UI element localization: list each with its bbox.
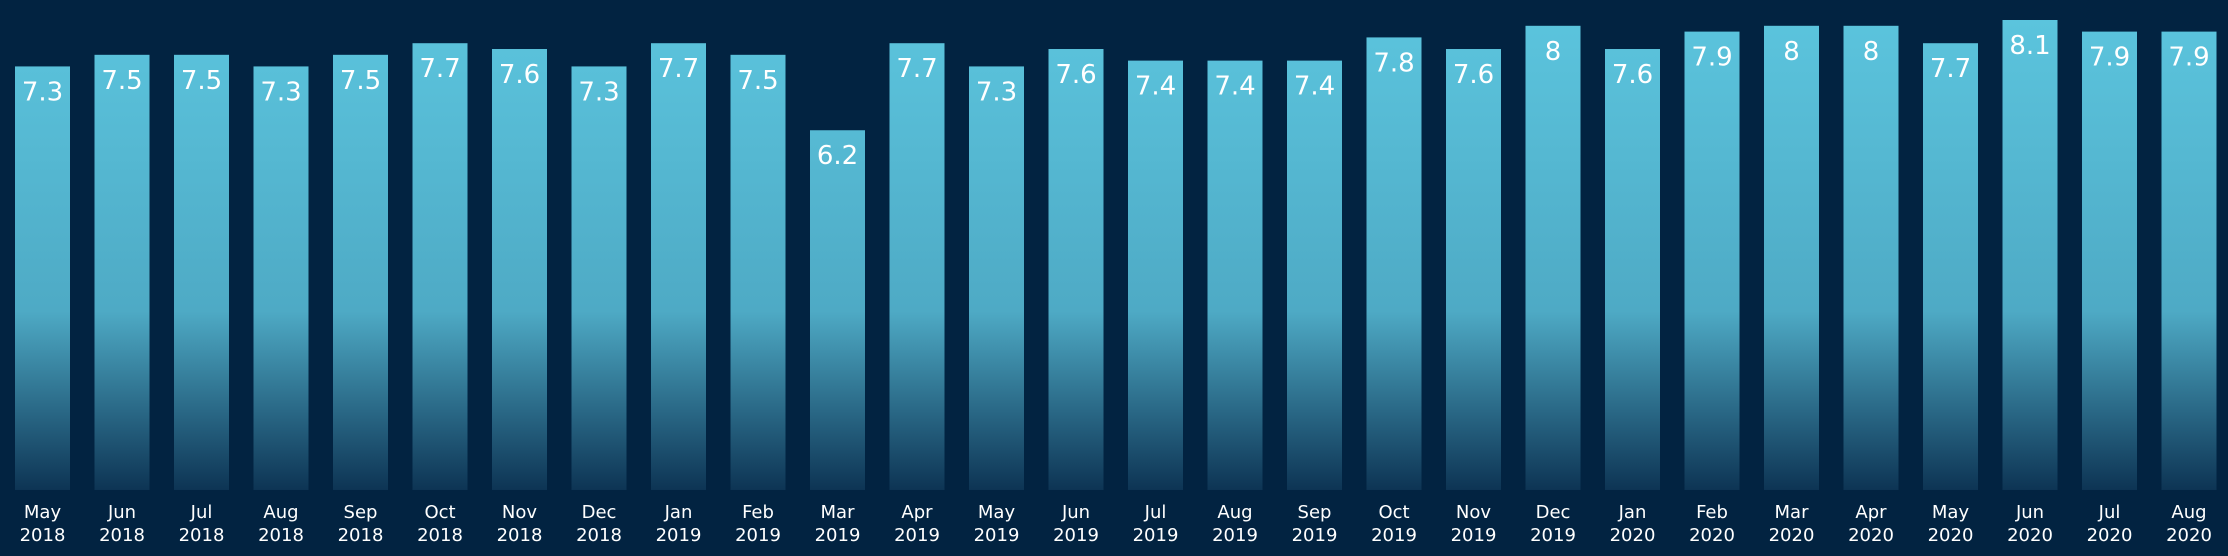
bar-value-label-23: 8 (1863, 37, 1880, 67)
bar-value-label-9: 7.5 (737, 66, 778, 96)
x-tick-label-21: Feb 2020 (1689, 502, 1735, 546)
bar-4 (333, 54, 388, 490)
bar-6 (492, 49, 547, 491)
bar-value-label-21: 7.9 (1691, 43, 1732, 73)
bar-12 (969, 66, 1024, 491)
x-tick-label-9: Feb 2019 (735, 502, 781, 546)
bar-9 (730, 54, 786, 490)
bar-1 (94, 54, 150, 490)
x-tick-label-12: May 2019 (974, 502, 1020, 546)
x-tick-label-1: Jun 2018 (99, 502, 145, 546)
bar-value-label-6: 7.6 (499, 60, 540, 90)
value-labels-group: 7.3 7.5 7.5 7.3 7.5 7.7 7.6 7.3 7.7 7.5 6.2 7.7 7.3 7… (22, 31, 2210, 171)
bar-value-label-2: 7.5 (181, 66, 222, 96)
x-tick-label-0: May 2018 (20, 502, 66, 546)
bar-19 (1525, 25, 1581, 491)
bar-2 (174, 54, 229, 490)
bar-value-label-19: 8 (1545, 37, 1562, 67)
bar-11 (889, 43, 945, 491)
x-tick-label-27: Aug 2020 (2166, 502, 2212, 546)
x-tick-label-18: Nov 2019 (1451, 502, 1497, 546)
bar-18 (1446, 49, 1501, 491)
bar-3 (253, 66, 309, 491)
bars-group (15, 20, 2217, 491)
bar-value-label-15: 7.4 (1214, 72, 1255, 102)
x-tick-label-11: Apr 2019 (894, 502, 940, 546)
bar-value-label-27: 7.9 (2168, 43, 2209, 73)
bar-value-label-24: 7.7 (1930, 54, 1971, 84)
bar-value-label-1: 7.5 (101, 66, 142, 96)
bar-21 (1684, 31, 1740, 490)
x-tick-label-5: Oct 2018 (417, 502, 463, 546)
x-tick-label-24: May 2020 (1928, 502, 1974, 546)
bar-7 (571, 66, 627, 491)
bar-value-label-26: 7.9 (2089, 43, 2130, 73)
bar-22 (1764, 25, 1819, 491)
bar-27 (2161, 31, 2217, 490)
bar-16 (1287, 60, 1342, 491)
x-tick-label-15: Aug 2019 (1212, 502, 1258, 546)
bar-value-label-4: 7.5 (340, 66, 381, 96)
bar-value-label-13: 7.6 (1055, 60, 1096, 90)
bar-value-label-0: 7.3 (22, 77, 63, 107)
bar-5 (412, 43, 468, 491)
bar-value-label-11: 7.7 (896, 54, 937, 84)
bar-24 (1923, 43, 1978, 491)
x-tick-label-7: Dec 2018 (576, 502, 622, 546)
bar-value-label-18: 7.6 (1453, 60, 1494, 90)
bar-17 (1366, 37, 1422, 490)
bar-value-label-20: 7.6 (1612, 60, 1653, 90)
bar-value-label-3: 7.3 (260, 77, 301, 107)
bar-23 (1843, 25, 1899, 491)
bar-14 (1128, 60, 1183, 491)
bar-value-label-7: 7.3 (578, 77, 619, 107)
bar-value-label-25: 8.1 (2009, 31, 2050, 61)
x-tick-label-16: Sep 2019 (1292, 502, 1338, 546)
bar-26 (2082, 31, 2137, 490)
bar-10 (810, 130, 865, 490)
x-tick-label-25: Jun 2020 (2007, 502, 2053, 546)
bar-value-label-14: 7.4 (1135, 72, 1176, 102)
bar-value-label-17: 7.8 (1373, 48, 1414, 78)
bar-value-label-5: 7.7 (419, 54, 460, 84)
x-tick-label-10: Mar 2019 (815, 502, 861, 546)
bar-8 (651, 43, 706, 491)
bar-0 (15, 66, 70, 491)
bar-15 (1207, 60, 1263, 491)
bar-value-label-22: 8 (1783, 37, 1800, 67)
x-tick-label-3: Aug 2018 (258, 502, 304, 546)
bar-value-label-16: 7.4 (1294, 72, 1335, 102)
x-tick-label-17: Oct 2019 (1371, 502, 1417, 546)
bar-value-label-12: 7.3 (976, 77, 1017, 107)
x-tick-label-14: Jul 2019 (1133, 502, 1179, 546)
x-tick-label-8: Jan 2019 (656, 502, 702, 546)
x-tick-label-23: Apr 2020 (1848, 502, 1894, 546)
bar-25 (2002, 20, 2058, 490)
x-tick-label-22: Mar 2020 (1769, 502, 1815, 546)
x-tick-label-6: Nov 2018 (497, 502, 543, 546)
x-tick-label-2: Jul 2018 (179, 502, 225, 546)
bar-13 (1048, 49, 1104, 491)
x-axis-tick-labels: May 2018 Jun 2018 Jul 2018 Aug 2018 Sep 2018 Oct 20… (20, 502, 2212, 546)
x-tick-label-13: Jun 2019 (1053, 502, 1099, 546)
x-tick-label-26: Jul 2020 (2087, 502, 2133, 546)
bar-value-label-8: 7.7 (658, 54, 699, 84)
bar-20 (1605, 49, 1660, 491)
x-tick-label-20: Jan 2020 (1610, 502, 1656, 546)
bar-value-label-10: 6.2 (817, 141, 858, 171)
x-tick-label-4: Sep 2018 (338, 502, 384, 546)
x-tick-label-19: Dec 2019 (1530, 502, 1576, 546)
